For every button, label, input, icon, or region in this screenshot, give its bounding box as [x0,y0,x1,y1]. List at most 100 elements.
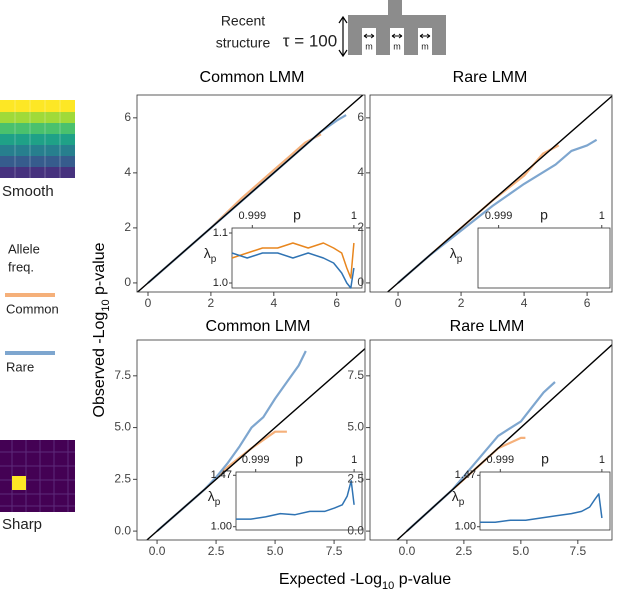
panel-title: Common LMM [206,318,311,335]
y-tick-label: 0.0 [114,523,131,537]
qq-line [397,138,598,284]
diagonal [146,348,365,540]
smooth-label: Smooth [2,183,54,200]
x-tick-label: 0.0 [149,544,166,558]
inset-line [480,493,603,524]
x-tick-label: 6 [584,296,591,310]
diagonal [387,95,612,292]
y-tick-label: 0 [124,275,131,289]
panel-title: Common LMM [200,69,305,86]
x-axis-label-sub: 10 [382,580,394,592]
diagonal [137,95,364,292]
inset-x-label: p [293,207,301,223]
inset-background [479,471,611,531]
panel-title: Rare LMM [453,69,528,86]
x-tick-label: 7.5 [326,544,343,558]
panel-border [136,339,366,541]
smooth-heatmap [0,100,75,178]
x-axis-label-part: Expected -Log [279,571,382,588]
y-tick-label: 6 [124,110,131,124]
inset-line [231,242,355,279]
y-tick-label: 4 [124,165,131,179]
legend-title: freq. [8,259,34,274]
migration-label: m [393,41,401,51]
legend-title: Allele [8,241,40,256]
tau-label: τ = 100 [283,31,337,50]
x-tick-label: 4 [270,296,277,310]
diagram-label: Recent [221,13,265,29]
sharp-heatmap [0,440,75,512]
panel-title: Rare LMM [450,318,525,335]
inset-y-label-sub: p [457,254,463,265]
inset-y-tick-label: 1.47 [455,469,476,481]
y-tick-label: 0 [357,275,364,289]
y-tick-label: 0.0 [347,523,364,537]
sharp-label: Sharp [2,516,42,533]
inset-x-tick-label: 1 [599,454,605,466]
diagram-label: structure [216,35,271,51]
x-tick-label: 5.0 [267,544,284,558]
y-tick-label: 7.5 [347,368,364,382]
plot-area [387,95,612,292]
x-axis-label-part: p-value [394,571,451,588]
x-tick-label: 2.5 [456,544,473,558]
plot-area [137,95,364,292]
inset-y-label-symbol: λ [452,488,459,504]
population-tree [348,0,446,55]
inset-x-tick-label: 0.999 [239,210,267,222]
y-tick-label: 5.0 [347,420,364,434]
migration-label: m [421,41,429,51]
inset-y-tick-label: 1.00 [211,521,232,533]
migration-label: m [365,41,373,51]
diagonal [396,344,612,540]
plot-area [396,344,612,540]
inset-y-label-symbol: λ [204,245,211,261]
inset-y-tick-label: 1.47 [211,469,232,481]
inset-background [235,471,363,531]
x-tick-label: 0 [395,296,402,310]
panel-border [369,339,613,541]
y-axis-label-part: p-value [91,242,108,299]
legend-label: Common [6,301,59,316]
inset-y-label-sub: p [459,497,465,508]
x-tick-label: 2.5 [208,544,225,558]
arrow-heads [338,15,348,58]
inset-y-label: λp [450,245,463,265]
y-tick-label: 5.0 [114,420,131,434]
plot-area [146,348,365,540]
inset-x-label: p [541,451,549,467]
inset-background [477,227,611,289]
y-tick-label: 2 [357,220,364,234]
x-axis-label: Expected -Log10 p-value [279,571,451,592]
inset-y-label: λp [208,488,221,508]
inset-y-label: λp [452,488,465,508]
y-tick-label: 2 [124,220,131,234]
y-axis-label-sub: 10 [100,299,112,311]
migration-arrows [363,33,431,39]
x-tick-label: 0.0 [399,544,416,558]
inset-y-tick-label: 1.1 [213,227,228,239]
y-tick-label: 2.5 [114,472,131,486]
x-tick-label: 7.5 [569,544,586,558]
legend-label: Rare [6,359,34,374]
y-tick-label: 2.5 [347,472,364,486]
inset-x-tick-label: 1 [599,210,605,222]
inset-background [231,227,363,289]
inset-x-label: p [295,451,303,467]
inset-y-label-sub: p [211,254,217,265]
x-tick-label: 2 [458,296,465,310]
structure-diagram: Recent structure τ = 100 m m m [216,0,446,58]
y-axis-label-part: Observed -Log [91,312,108,418]
inset-line [236,480,355,520]
y-tick-label: 7.5 [114,368,131,382]
x-tick-label: 6 [333,296,340,310]
x-tick-label: 4 [521,296,528,310]
inset-y-label-symbol: λ [450,245,457,261]
panel-border [136,94,366,293]
x-tick-label: 0 [145,296,152,310]
inset-x-tick-label: 0.999 [485,210,513,222]
inset-y-label-symbol: λ [208,488,215,504]
inset-y-label: λp [204,245,217,265]
inset-y-label-sub: p [215,497,221,508]
